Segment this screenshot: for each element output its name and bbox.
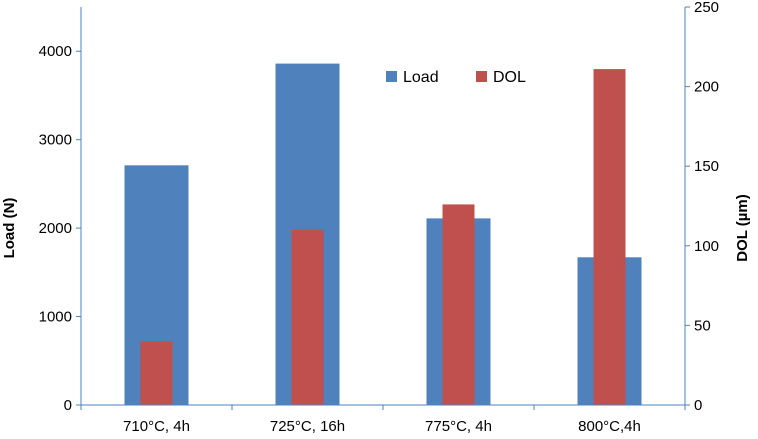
legend-label: Load [403, 69, 439, 86]
left-tick-label: 4000 [39, 43, 72, 60]
y-axis-label-left: Load (N) [1, 198, 18, 259]
left-tick-label: 1000 [39, 309, 72, 326]
right-tick-label: 150 [694, 158, 719, 175]
bars [124, 63, 642, 406]
legend-label: DOL [493, 69, 526, 86]
bar-dol [291, 229, 324, 405]
x-tick-label: 800°C,4h [578, 418, 641, 435]
right-tick-label: 100 [694, 238, 719, 255]
legend-swatch [476, 71, 487, 82]
left-tick-label: 2000 [39, 220, 72, 237]
bar-dol [442, 204, 475, 405]
right-tick-label: 0 [694, 397, 702, 414]
x-tick-label: 710°C, 4h [123, 418, 190, 435]
right-tick-label: 200 [694, 79, 719, 96]
bar-dol [140, 341, 173, 405]
right-axis: 0 50 100 150 200 250 [684, 0, 719, 414]
bar-dol [593, 69, 626, 405]
left-tick-label: 0 [64, 397, 72, 414]
legend-swatch [386, 71, 397, 82]
x-axis: 710°C, 4h 725°C, 16h 775°C, 4h 800°C,4h [80, 404, 686, 435]
right-tick-label: 50 [694, 317, 711, 334]
left-tick-label: 3000 [39, 132, 72, 149]
left-axis: 0 1000 2000 3000 4000 [39, 7, 82, 414]
x-tick-label: 775°C, 4h [425, 418, 492, 435]
right-tick-label: 250 [694, 0, 719, 16]
x-tick-label: 725°C, 16h [270, 418, 345, 435]
y-axis-label-right: DOL (µm) [734, 194, 751, 262]
legend: Load DOL [386, 69, 526, 86]
